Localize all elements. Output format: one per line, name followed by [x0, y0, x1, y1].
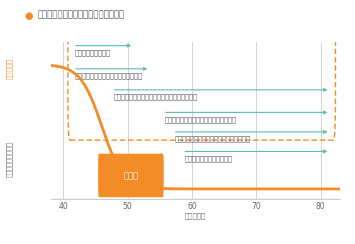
- Text: 疲労感、不眠、不安、ゆううつ、物忘れ、など: 疲労感、不眠、不安、ゆううつ、物忘れ、など: [114, 94, 197, 100]
- Text: 更年期: 更年期: [124, 171, 138, 180]
- FancyBboxPatch shape: [98, 154, 164, 197]
- Text: ●: ●: [24, 11, 33, 21]
- Text: 更年期症状: 更年期症状: [6, 58, 12, 79]
- Text: ホルモン分泌量の推移と更年期の不調: ホルモン分泌量の推移と更年期の不調: [37, 10, 124, 19]
- Text: 月経不順、不正出血: 月経不順、不正出血: [75, 49, 111, 56]
- Text: 脂質異常症、動脈硬化、心筋梗塞、脳卒中: 脂質異常症、動脈硬化、心筋梗塞、脳卒中: [175, 136, 251, 142]
- Text: 骨粗鬆症（骨折）、認知症: 骨粗鬆症（骨折）、認知症: [184, 155, 232, 162]
- Text: のぼせ、ほてり、発汗、めまい、など: のぼせ、ほてり、発汗、めまい、など: [75, 73, 143, 79]
- Text: 膣炎、外陰部のかゆみ、性交痛、尿失禁: 膣炎、外陰部のかゆみ、性交痛、尿失禁: [165, 116, 237, 123]
- Text: エストロゲンレベル: エストロゲンレベル: [6, 141, 12, 177]
- X-axis label: 年齢（歳）: 年齢（歳）: [185, 213, 206, 219]
